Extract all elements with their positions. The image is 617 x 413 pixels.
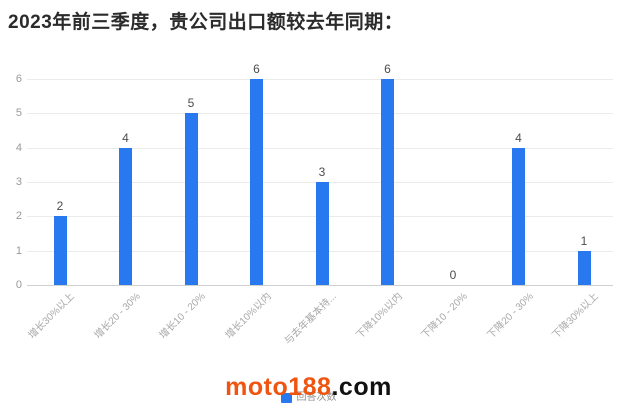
bar (250, 79, 263, 285)
bar (512, 147, 525, 285)
x-axis-tick-label: 下降10 - 20% (419, 291, 470, 342)
bar-value-label: 1 (580, 233, 588, 248)
x-axis-tick-label: 增长20 - 30% (92, 291, 143, 342)
bar-value-label: 4 (515, 130, 522, 145)
x-axis-tick-label: 下降20 - 30% (485, 291, 536, 342)
y-axis-tick-label: 1 (15, 244, 22, 257)
legend-swatch (280, 392, 292, 403)
x-axis-tick-label: 增长10%以内 (223, 291, 274, 342)
x-axis-line (27, 285, 613, 286)
bar-value-label: 6 (384, 62, 391, 76)
x-axis-tick-label: 增长30%以上 (26, 291, 77, 342)
bar (119, 147, 132, 285)
x-axis-tick-label: 增长10 - 20% (157, 291, 208, 342)
bar-value-label: 2 (56, 199, 64, 214)
chart-legend[interactable]: 回答次数 (0, 392, 617, 403)
bar-value-label: 6 (253, 62, 260, 76)
y-axis-tick-label: 5 (15, 107, 22, 120)
bar-value-label: 0 (449, 268, 457, 282)
gridline (27, 113, 613, 115)
gridline (27, 147, 613, 149)
x-axis-tick-label: 下降30%以上 (550, 291, 601, 342)
bar (53, 216, 67, 285)
x-axis-tick-label: 与去年基本持... (282, 291, 339, 348)
y-axis-tick-label: 2 (15, 210, 22, 223)
bar (315, 182, 329, 285)
y-axis-tick-label: 6 (15, 73, 22, 85)
y-axis-tick-label: 4 (15, 141, 22, 154)
bar-value-label: 5 (187, 96, 195, 111)
x-axis-tick-label: 下降10%以内 (354, 291, 405, 342)
bar (381, 79, 394, 285)
bar (577, 250, 591, 285)
chart-title: 2023年前三季度，贵公司出口额较去年同期： (8, 12, 404, 33)
bar-value-label: 4 (122, 130, 129, 145)
legend-label: 回答次数 (296, 392, 337, 403)
gridline (27, 79, 613, 80)
bar (184, 113, 198, 285)
y-axis-tick-label: 0 (15, 279, 22, 291)
bar-value-label: 3 (318, 165, 326, 179)
y-axis-tick-label: 3 (15, 176, 22, 188)
